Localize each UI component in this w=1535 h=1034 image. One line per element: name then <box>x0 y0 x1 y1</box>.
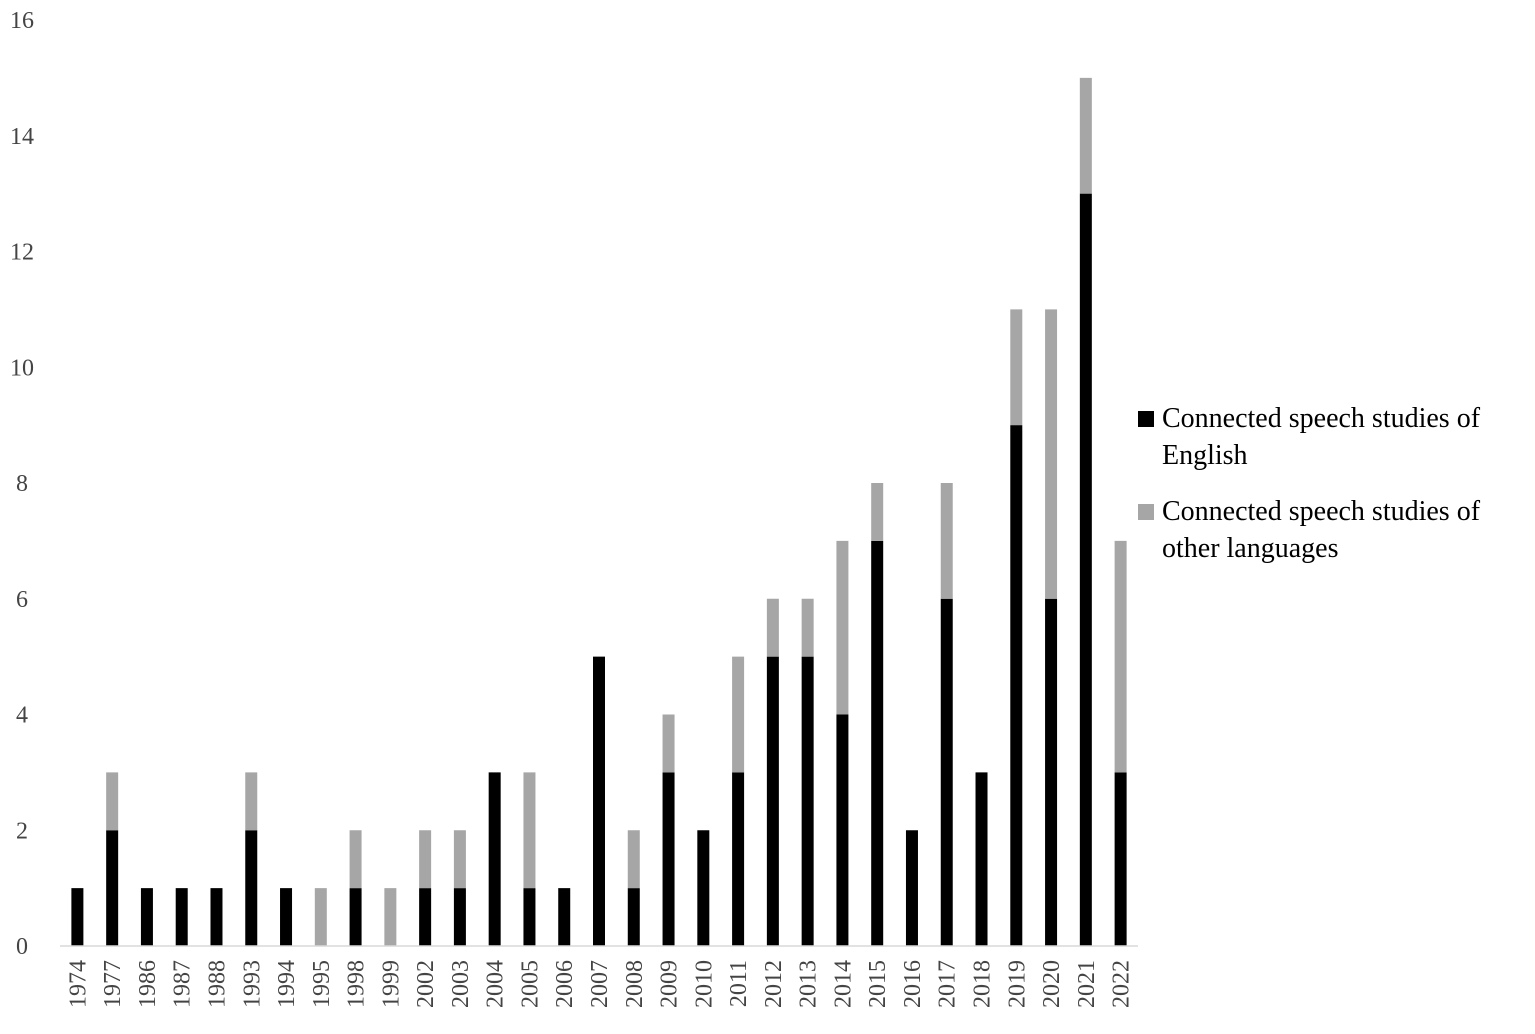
bar-segment <box>940 483 953 599</box>
bar-segment <box>940 598 953 946</box>
legend-item: Connected speech studies of English <box>1138 400 1533 474</box>
bar-segment <box>627 830 640 889</box>
bar-segment <box>905 830 918 946</box>
bar-segment <box>1045 598 1058 946</box>
bar-segment <box>245 772 258 831</box>
x-tick-label: 2004 <box>483 960 509 1008</box>
bar-segment <box>975 772 988 946</box>
legend-label: Connected speech studies of other langua… <box>1162 496 1481 564</box>
x-tick-label: 1998 <box>344 960 370 1008</box>
x-tick-label: 1995 <box>309 960 335 1008</box>
bar-segment <box>662 714 675 773</box>
x-tick-label: 1986 <box>135 960 161 1008</box>
y-tick-label: 2 <box>16 818 28 844</box>
y-tick-label: 6 <box>16 587 28 613</box>
x-tick-label: 1987 <box>170 960 196 1008</box>
bar-segment <box>384 888 397 946</box>
y-tick-label: 4 <box>16 703 28 729</box>
bar-segment <box>801 656 814 946</box>
bar-segment <box>836 540 849 715</box>
x-tick-label: 2007 <box>587 960 613 1008</box>
bar-segment <box>349 888 362 946</box>
x-tick-label: 1994 <box>274 960 300 1008</box>
y-tick-label: 14 <box>10 124 34 150</box>
bar-segment <box>766 656 779 946</box>
bar-segment <box>732 656 745 773</box>
y-tick-label: 8 <box>16 471 28 497</box>
bar-segment <box>106 772 119 831</box>
y-tick-label: 16 <box>10 8 34 34</box>
bar-segment <box>662 772 675 946</box>
bar-segment <box>523 888 536 946</box>
x-tick-label: 2021 <box>1074 960 1100 1008</box>
x-tick-label: 2006 <box>552 960 578 1008</box>
x-tick-label: 2012 <box>761 960 787 1008</box>
x-tick-label: 1974 <box>65 960 91 1008</box>
x-tick-label: 2017 <box>935 960 961 1008</box>
x-tick-label: 2008 <box>622 960 648 1008</box>
y-tick-label: 10 <box>10 355 34 381</box>
x-tick-label: 2020 <box>1039 960 1065 1008</box>
bar-segment <box>140 888 153 946</box>
bar-segment <box>106 830 119 946</box>
legend-item: Connected speech studies of other langua… <box>1138 493 1533 567</box>
bar-segment <box>1079 193 1092 946</box>
x-tick-label: 2014 <box>830 960 856 1008</box>
bar-segment <box>558 888 571 946</box>
x-tick-label: 1993 <box>239 960 265 1008</box>
bar-segment <box>488 772 501 946</box>
bar-segment <box>697 830 710 946</box>
bar-segment <box>419 888 432 946</box>
bar-segment <box>1114 540 1127 773</box>
x-tick-label: 2005 <box>517 960 543 1008</box>
bar-segment <box>453 830 466 889</box>
y-tick-label: 12 <box>10 240 34 266</box>
bar-segment <box>627 888 640 946</box>
bar-segment <box>593 656 605 946</box>
legend: Connected speech studies of English Conne… <box>1138 400 1533 586</box>
x-tick-label: 2010 <box>691 960 717 1008</box>
x-tick-label: 2019 <box>1004 960 1030 1008</box>
bar-segment <box>349 830 362 889</box>
bar-segment <box>732 772 745 946</box>
bar-segment <box>280 888 293 946</box>
bar-segment <box>71 888 84 946</box>
x-tick-label: 2011 <box>726 960 752 1007</box>
x-tick-label: 2002 <box>413 960 439 1008</box>
bar-segment <box>453 888 466 946</box>
legend-label: Connected speech studies of English <box>1162 403 1481 471</box>
bar-segment <box>419 830 432 889</box>
bar-segment <box>175 888 188 946</box>
bar-segment <box>523 772 536 889</box>
bar-segment <box>245 830 258 946</box>
bar-segment <box>1079 77 1092 194</box>
bar-segment <box>210 888 223 946</box>
x-tick-label: 2013 <box>796 960 822 1008</box>
bar-segment <box>801 598 814 657</box>
legend-swatch <box>1138 411 1154 427</box>
x-tick-label: 1977 <box>100 960 126 1008</box>
legend-swatch <box>1138 504 1154 520</box>
bar-segment <box>1045 309 1058 599</box>
x-tick-label: 2022 <box>1109 960 1135 1008</box>
y-tick-label: 0 <box>16 934 28 960</box>
bar-segment <box>871 540 884 946</box>
x-tick-label: 1999 <box>378 960 404 1008</box>
bar-segment <box>1010 309 1023 426</box>
x-tick-label: 2015 <box>865 960 891 1008</box>
x-tick-label: 2016 <box>900 960 926 1008</box>
bar-segment <box>1114 772 1127 946</box>
x-tick-label: 1988 <box>204 960 230 1008</box>
bar-segment <box>836 714 849 946</box>
x-tick-label: 2003 <box>448 960 474 1008</box>
bar-segment <box>766 598 779 657</box>
bar-segment <box>871 483 884 541</box>
bar-segment <box>1010 425 1023 946</box>
bar-segment <box>314 888 327 946</box>
x-tick-label: 2009 <box>657 960 683 1008</box>
x-tick-label: 2018 <box>970 960 996 1008</box>
